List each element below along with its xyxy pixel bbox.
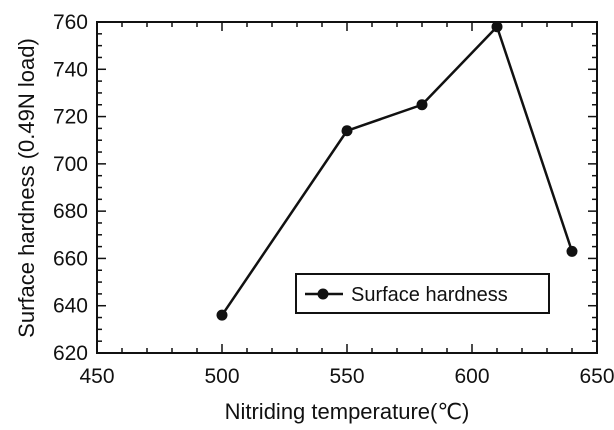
data-point	[416, 99, 428, 111]
y-tick-label: 640	[53, 295, 88, 318]
x-tick-label: 600	[454, 365, 489, 388]
y-tick-labels: 620 640 660 680 700 720 740 760	[53, 11, 88, 365]
data-point	[566, 245, 578, 257]
y-tick-label: 620	[53, 342, 88, 365]
y-tick-label: 740	[53, 58, 88, 81]
axis-ticks	[96, 21, 598, 354]
data-point	[491, 21, 503, 33]
legend: Surface hardness	[295, 273, 550, 314]
x-tick-label: 550	[329, 365, 364, 388]
y-tick-label: 760	[53, 11, 88, 34]
data-point	[341, 125, 353, 137]
legend-box	[295, 273, 550, 314]
y-tick-label: 680	[53, 200, 88, 223]
data-point	[216, 309, 228, 321]
x-axis-title: Nitriding temperature(℃)	[225, 399, 470, 424]
legend-marker-swatch	[317, 288, 329, 300]
x-tick-label: 500	[204, 365, 239, 388]
legend-label: Surface hardness	[351, 284, 508, 306]
x-tick-label: 450	[79, 365, 114, 388]
y-tick-label: 660	[53, 247, 88, 270]
y-tick-label: 720	[53, 106, 88, 129]
y-tick-label: 700	[53, 153, 88, 176]
y-axis-title: Surface hardness (0.49N load)	[14, 38, 39, 338]
series-layer	[216, 21, 578, 321]
x-tick-label: 650	[579, 365, 614, 388]
x-tick-labels: 450 500 550 600 650	[79, 365, 614, 388]
series-line	[220, 25, 574, 316]
